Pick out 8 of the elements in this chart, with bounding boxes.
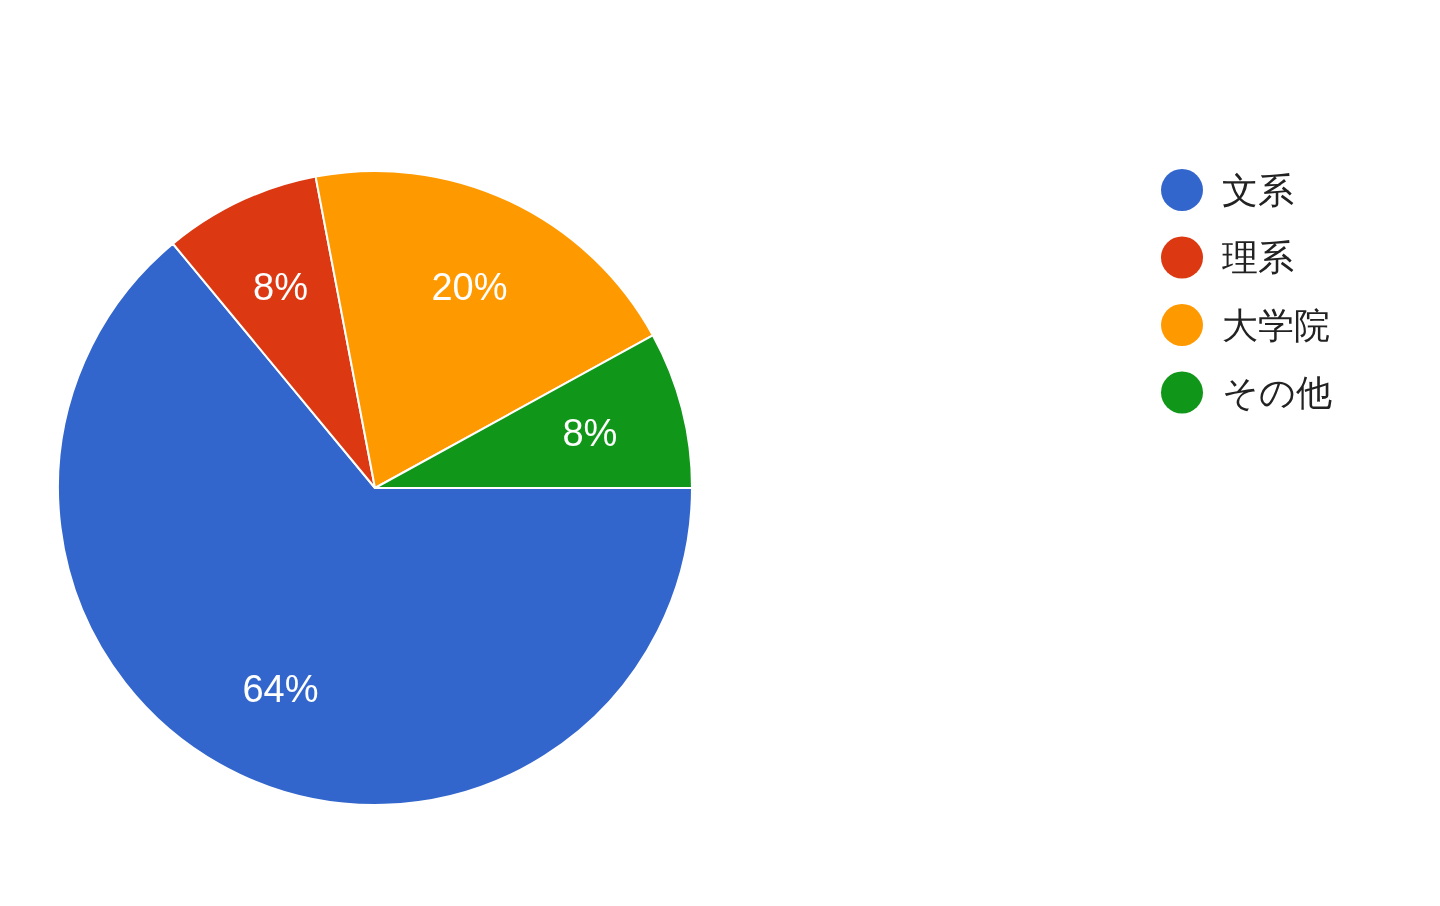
legend-label: その他 xyxy=(1222,372,1332,413)
legend-label: 文系 xyxy=(1222,169,1294,211)
data-label: 20% xyxy=(431,266,508,309)
legend-label: 大学院 xyxy=(1222,304,1330,346)
data-label: 8% xyxy=(562,411,618,454)
legend-label: 理系 xyxy=(1222,237,1294,278)
data-label: 8% xyxy=(253,266,308,309)
data-label: 64% xyxy=(242,667,319,710)
